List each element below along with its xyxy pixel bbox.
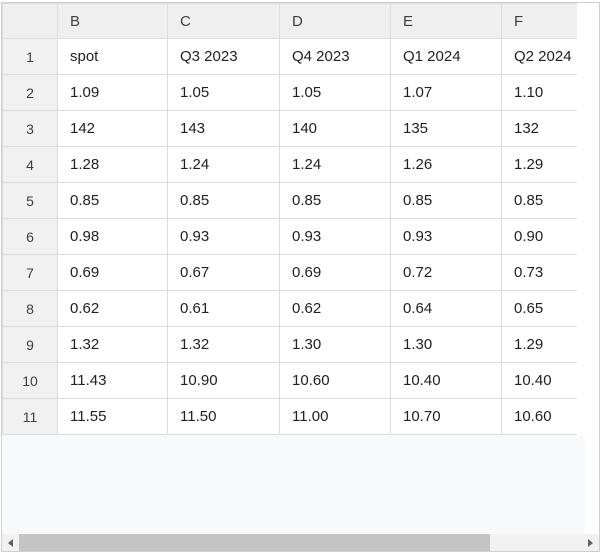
grid-cell[interactable]: 10.70 [390, 398, 502, 435]
table-row: 10 11.43 10.90 10.60 10.40 10.40 [2, 362, 579, 399]
table-row: 3 142 143 140 135 132 [2, 110, 579, 147]
row-number[interactable]: 7 [2, 254, 58, 291]
grid-cell[interactable]: 11.43 [57, 362, 168, 399]
vertical-scroll-gutter [585, 3, 599, 534]
row-number[interactable]: 2 [2, 74, 58, 111]
grid-cell[interactable]: 10.40 [501, 362, 579, 399]
grid-cell[interactable]: spot [57, 38, 168, 75]
scroll-left-button[interactable] [2, 534, 19, 551]
grid-cell[interactable]: 0.85 [167, 182, 280, 219]
row-number[interactable]: 4 [2, 146, 58, 183]
grid-cell[interactable]: 11.00 [279, 398, 391, 435]
grid-cell[interactable]: 1.30 [390, 326, 502, 363]
grid-cell[interactable]: 0.93 [167, 218, 280, 255]
grid-cell[interactable]: 10.90 [167, 362, 280, 399]
grid-cell[interactable]: 0.64 [390, 290, 502, 327]
grid-cell[interactable]: 11.50 [167, 398, 280, 435]
table-row: 4 1.28 1.24 1.24 1.26 1.29 [2, 146, 579, 183]
row-number[interactable]: 11 [2, 398, 58, 435]
grid-cell[interactable]: Q1 2024 [390, 38, 502, 75]
grid-cell[interactable]: 0.85 [279, 182, 391, 219]
row-number[interactable]: 10 [2, 362, 58, 399]
grid-cell[interactable]: 0.85 [390, 182, 502, 219]
grid-cell[interactable]: 142 [57, 110, 168, 147]
grid-cell[interactable]: 1.05 [279, 74, 391, 111]
scroll-right-button[interactable] [582, 534, 599, 551]
grid-cell[interactable]: 0.65 [501, 290, 579, 327]
grid-cell[interactable]: 0.62 [279, 290, 391, 327]
grid-cell[interactable]: 10.60 [279, 362, 391, 399]
grid-cell[interactable]: 1.07 [390, 74, 502, 111]
grid-cell[interactable]: 1.05 [167, 74, 280, 111]
grid-cell[interactable]: 10.40 [390, 362, 502, 399]
grid-cell[interactable]: 135 [390, 110, 502, 147]
grid-cell[interactable]: 0.69 [57, 254, 168, 291]
grid-body: 1 spot Q3 2023 Q4 2023 Q1 2024 Q2 2024 2 1.09 1.… [2, 38, 579, 435]
grid-cell[interactable]: 0.85 [57, 182, 168, 219]
grid-cell[interactable]: 1.32 [167, 326, 280, 363]
scroll-left-icon [8, 538, 13, 547]
grid-cell[interactable]: 1.26 [390, 146, 502, 183]
grid-cell[interactable]: 0.98 [57, 218, 168, 255]
table-row: 9 1.32 1.32 1.30 1.30 1.29 [2, 326, 579, 363]
grid-cell[interactable]: 0.93 [279, 218, 391, 255]
grid-cell[interactable]: 0.69 [279, 254, 391, 291]
grid-cell[interactable]: 1.30 [279, 326, 391, 363]
corner-cell[interactable] [2, 3, 58, 39]
row-number[interactable]: 1 [2, 38, 58, 75]
grid-cell[interactable]: 0.67 [167, 254, 280, 291]
grid-cell[interactable]: 143 [167, 110, 280, 147]
right-gutter [577, 3, 585, 435]
column-header-c[interactable]: C [167, 3, 280, 39]
column-header-b[interactable]: B [57, 3, 168, 39]
row-number[interactable]: 5 [2, 182, 58, 219]
grid-cell[interactable]: 1.28 [57, 146, 168, 183]
column-header-e[interactable]: E [390, 3, 502, 39]
horizontal-scroll-thumb[interactable] [19, 534, 490, 551]
row-number[interactable]: 8 [2, 290, 58, 327]
table-row: 5 0.85 0.85 0.85 0.85 0.85 [2, 182, 579, 219]
grid-cell[interactable]: 1.29 [501, 146, 579, 183]
grid-cell[interactable]: 1.10 [501, 74, 579, 111]
table-row: 11 11.55 11.50 11.00 10.70 10.60 [2, 398, 579, 435]
grid-cell[interactable]: 0.72 [390, 254, 502, 291]
grid-cell[interactable]: Q2 2024 [501, 38, 579, 75]
grid-cell[interactable]: Q3 2023 [167, 38, 280, 75]
table-row: 6 0.98 0.93 0.93 0.93 0.90 [2, 218, 579, 255]
grid-cell[interactable]: 140 [279, 110, 391, 147]
grid-cell[interactable]: 0.90 [501, 218, 579, 255]
grid-cell[interactable]: 0.73 [501, 254, 579, 291]
horizontal-scrollbar[interactable] [2, 534, 599, 551]
grid-cell[interactable]: 1.29 [501, 326, 579, 363]
table-row: 8 0.62 0.61 0.62 0.64 0.65 [2, 290, 579, 327]
table-row: 7 0.69 0.67 0.69 0.72 0.73 [2, 254, 579, 291]
grid-cell[interactable]: 1.09 [57, 74, 168, 111]
grid-cell[interactable]: 1.24 [167, 146, 280, 183]
grid-cell[interactable]: 0.62 [57, 290, 168, 327]
grid-cell[interactable]: 11.55 [57, 398, 168, 435]
table-row: 2 1.09 1.05 1.05 1.07 1.10 [2, 74, 579, 111]
grid-cell[interactable]: Q4 2023 [279, 38, 391, 75]
grid-cell[interactable]: 0.61 [167, 290, 280, 327]
column-header-f[interactable]: F [501, 3, 579, 39]
row-number[interactable]: 6 [2, 218, 58, 255]
row-number[interactable]: 3 [2, 110, 58, 147]
grid-cell[interactable]: 0.85 [501, 182, 579, 219]
grid-cell[interactable]: 1.32 [57, 326, 168, 363]
scroll-right-icon [588, 538, 593, 547]
grid-cell[interactable]: 0.93 [390, 218, 502, 255]
grid-cell[interactable]: 132 [501, 110, 579, 147]
table-row: 1 spot Q3 2023 Q4 2023 Q1 2024 Q2 2024 [2, 38, 579, 75]
row-number[interactable]: 9 [2, 326, 58, 363]
grid-cell[interactable]: 1.24 [279, 146, 391, 183]
column-header-d[interactable]: D [279, 3, 391, 39]
grid-cell[interactable]: 10.60 [501, 398, 579, 435]
